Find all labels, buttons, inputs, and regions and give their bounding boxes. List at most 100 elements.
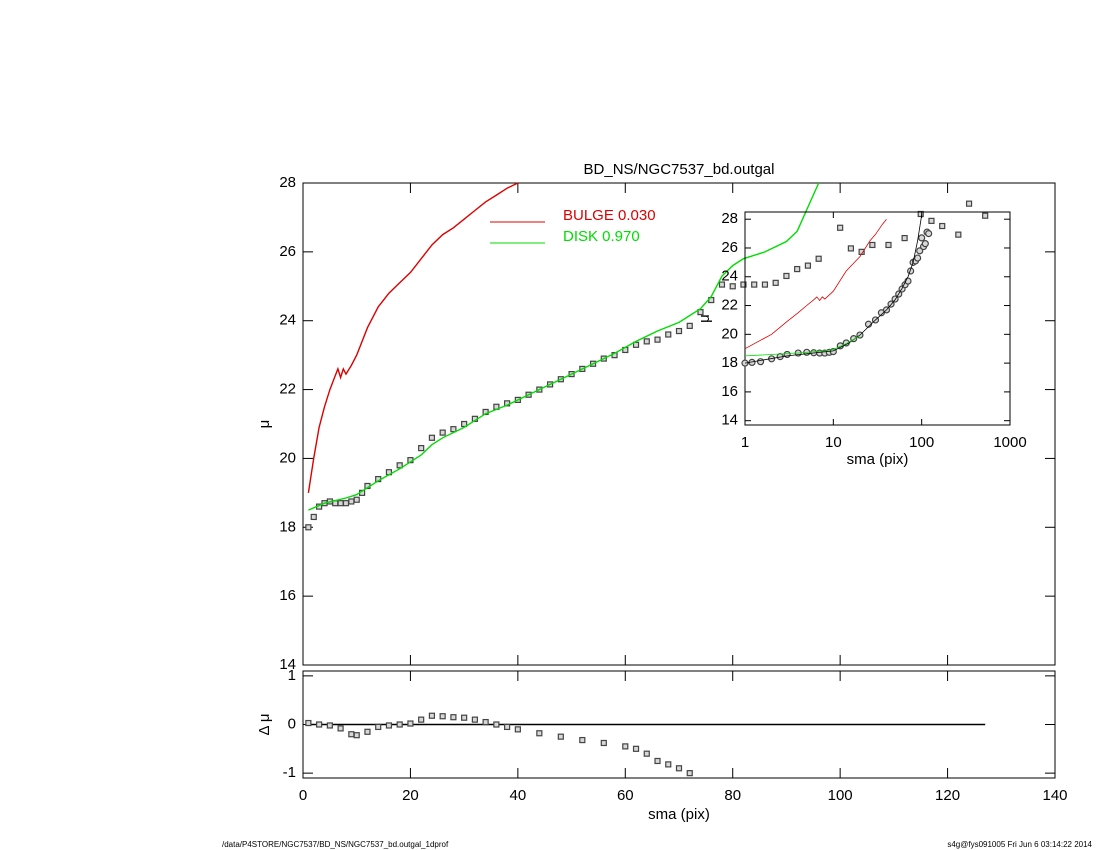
- x-tick-label: 20: [402, 787, 419, 804]
- x-tick-label: 80: [724, 787, 741, 804]
- y-tick-label: 26: [279, 243, 296, 260]
- data-point: [761, 281, 769, 288]
- data-point: [439, 713, 446, 720]
- data-point: [643, 750, 650, 757]
- y-tick-label: -1: [283, 764, 296, 781]
- x-tick-label: 10: [825, 434, 842, 451]
- data-point: [885, 241, 892, 249]
- y-axis-label: μ: [696, 314, 713, 323]
- y-tick-label: 26: [721, 239, 738, 256]
- y-axis-label: μ: [256, 420, 273, 429]
- data-point: [686, 322, 693, 329]
- y-tick-label: 1: [288, 667, 296, 684]
- x-tick-label: 100: [828, 787, 853, 804]
- data-point: [740, 281, 747, 288]
- x-tick-label: 120: [935, 787, 960, 804]
- data-point: [461, 420, 468, 428]
- x-tick-label: 100: [909, 434, 934, 451]
- data-point: [337, 725, 344, 732]
- y-tick-label: 28: [279, 174, 296, 191]
- y-tick-label: 0: [288, 715, 296, 732]
- y-tick-label: 20: [721, 325, 738, 342]
- data-point: [928, 217, 935, 224]
- y-tick-label: 14: [279, 656, 296, 673]
- data-point: [982, 212, 989, 219]
- data-point: [718, 281, 726, 288]
- x-tick-label: 40: [510, 787, 527, 804]
- data-point: [783, 272, 790, 280]
- data-point: [407, 720, 414, 727]
- data-point: [396, 462, 403, 469]
- data-point: [504, 723, 511, 731]
- y-tick-label: 14: [721, 412, 738, 429]
- y-tick-label: 22: [279, 381, 296, 398]
- data-point: [654, 757, 661, 765]
- data-point: [815, 255, 822, 262]
- data-point: [337, 500, 344, 507]
- data-point: [643, 338, 650, 345]
- data-point: [756, 358, 765, 366]
- data-point: [310, 513, 317, 521]
- data-point: [353, 732, 360, 739]
- data-point: [316, 721, 323, 728]
- data-point: [482, 718, 489, 726]
- data-point: [675, 327, 683, 335]
- x-tick-label: 1: [741, 434, 749, 451]
- data-point: [493, 721, 500, 728]
- data-point: [428, 434, 436, 441]
- data-point: [632, 745, 640, 752]
- chart-title: BD_NS/NGC7537_bd.outgal: [584, 161, 775, 178]
- data-point: [914, 254, 922, 262]
- y-tick-label: 22: [721, 297, 738, 314]
- data-point: [536, 730, 543, 737]
- data-point: [794, 265, 801, 273]
- data-point: [751, 281, 758, 288]
- plot-frame: [744, 211, 1011, 426]
- data-point: [396, 721, 403, 728]
- data-point: [428, 712, 436, 719]
- data-point: [600, 739, 607, 747]
- data-point: [364, 728, 371, 735]
- footer-stamp: s4g@fys091005 Fri Jun 6 03:14:22 2014: [947, 840, 1092, 849]
- data-point: [869, 241, 876, 249]
- data-point: [965, 200, 973, 207]
- data-point: [665, 331, 672, 338]
- data-point: [471, 716, 478, 723]
- data-point: [901, 234, 908, 242]
- data-point: [375, 723, 382, 731]
- data-point: [353, 496, 360, 503]
- x-tick-label: 1000: [993, 434, 1026, 451]
- data-point: [804, 262, 812, 269]
- y-tick-label: 20: [279, 449, 296, 466]
- footer-path: /data/P4STORE/NGC7537/BD_NS/NGC7537_bd.o…: [222, 840, 449, 849]
- data-point: [305, 719, 312, 727]
- data-point: [348, 731, 355, 738]
- y-tick-label: 24: [279, 312, 296, 329]
- y-axis-label: Δ μ: [256, 713, 273, 735]
- data-point: [579, 736, 586, 744]
- data-point: [917, 210, 924, 218]
- x-axis-label: sma (pix): [648, 806, 710, 823]
- data-point: [916, 247, 924, 255]
- series-line: [744, 214, 923, 364]
- series-line: [744, 335, 861, 357]
- x-tick-label: 60: [617, 787, 634, 804]
- data-point: [557, 733, 564, 740]
- data-point: [450, 426, 457, 433]
- data-point: [955, 231, 962, 238]
- data-point: [918, 234, 926, 242]
- data-point: [461, 714, 468, 721]
- data-point: [686, 770, 693, 777]
- y-tick-label: 24: [721, 268, 738, 285]
- series-line: [307, 182, 519, 494]
- data-point: [326, 722, 333, 729]
- data-point: [348, 498, 355, 505]
- series-line: [744, 218, 887, 350]
- data-point: [847, 245, 854, 252]
- legend-label: DISK 0.970: [563, 228, 640, 245]
- data-point: [622, 743, 629, 750]
- y-tick-label: 18: [721, 354, 738, 371]
- y-tick-label: 28: [721, 210, 738, 227]
- x-tick-label: 140: [1042, 787, 1067, 804]
